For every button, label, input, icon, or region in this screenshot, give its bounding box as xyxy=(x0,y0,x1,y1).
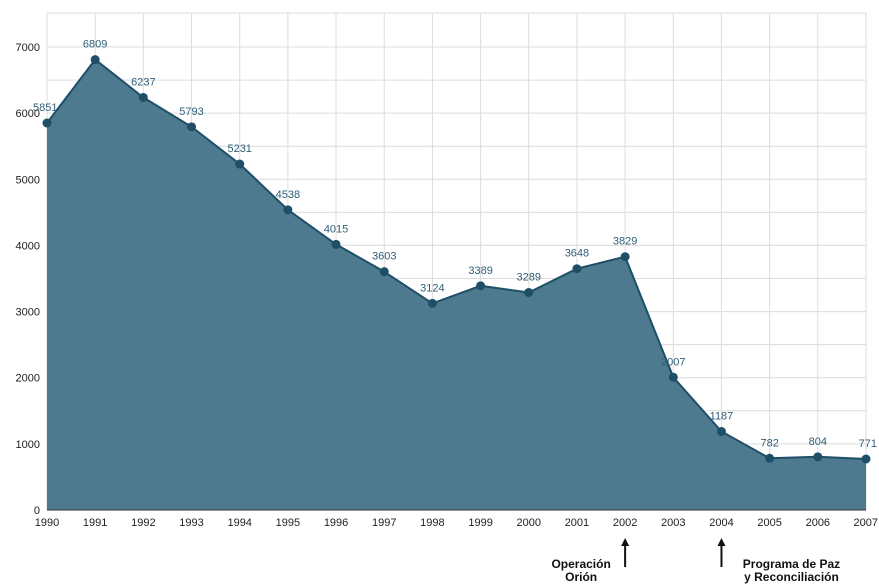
x-tick-label: 2002 xyxy=(613,517,637,529)
data-label: 4538 xyxy=(276,189,300,201)
annotation-arrowhead xyxy=(717,538,726,546)
data-point xyxy=(331,239,341,249)
data-label: 5851 xyxy=(33,102,57,114)
data-label: 804 xyxy=(809,436,827,448)
annotation-text: y Reconciliación xyxy=(744,570,839,584)
x-tick-label: 1993 xyxy=(179,517,203,529)
annotation-text: Programa de Paz xyxy=(743,557,840,571)
x-tick-label: 1992 xyxy=(131,517,155,529)
data-point xyxy=(861,454,871,464)
y-tick-label: 3000 xyxy=(16,307,40,319)
data-label: 1187 xyxy=(710,410,734,422)
data-label: 782 xyxy=(760,437,778,449)
area-fill xyxy=(47,59,866,510)
x-tick-label: 1998 xyxy=(420,517,444,529)
data-label: 5793 xyxy=(179,106,203,118)
annotation-text: Operación xyxy=(551,557,610,571)
x-tick-labels: 1990 1991 1992 1993 1994 1995 1996 1997 1998 1999… xyxy=(35,517,878,529)
x-tick-label: 1995 xyxy=(276,517,300,529)
y-tick-label: 4000 xyxy=(16,240,40,252)
y-tick-labels: 0 1000 2000 3000 4000 5000 6000 7000 xyxy=(16,42,40,517)
data-label: 5231 xyxy=(227,143,251,155)
data-point xyxy=(379,267,389,277)
data-label: 3829 xyxy=(613,236,637,248)
data-label: 3124 xyxy=(420,282,444,294)
x-tick-label: 1994 xyxy=(227,517,251,529)
x-tick-label: 2007 xyxy=(854,517,878,529)
x-tick-label: 1996 xyxy=(324,517,348,529)
series-line xyxy=(46,58,867,460)
x-tick-label: 1990 xyxy=(35,517,59,529)
x-tick-label: 2005 xyxy=(757,517,781,529)
x-tick-label: 1991 xyxy=(83,517,107,529)
data-point xyxy=(90,55,100,65)
x-tick-label: 1999 xyxy=(468,517,492,529)
x-tick-label: 2004 xyxy=(709,517,733,529)
annotation-text: Orión xyxy=(565,570,597,584)
data-label: 6237 xyxy=(131,76,155,88)
data-point xyxy=(138,92,148,102)
y-tick-label: 7000 xyxy=(16,42,40,54)
y-tick-label: 1000 xyxy=(16,439,40,451)
data-label: 3603 xyxy=(372,251,396,263)
data-point xyxy=(572,264,582,274)
data-label: 2007 xyxy=(661,356,685,368)
data-label: 4015 xyxy=(324,223,348,235)
data-labels: 5851 6809 6237 5793 5231 4538 4015 3603 3124 3389… xyxy=(33,39,877,450)
data-label: 6809 xyxy=(83,39,107,51)
data-point xyxy=(524,287,534,297)
data-point xyxy=(716,426,726,436)
data-point xyxy=(42,118,52,128)
data-point xyxy=(427,298,437,308)
y-tick-label: 5000 xyxy=(16,174,40,186)
data-point xyxy=(283,205,293,215)
data-points xyxy=(42,55,871,464)
x-tick-label: 2001 xyxy=(565,517,589,529)
data-point xyxy=(476,281,486,291)
data-point xyxy=(765,453,775,463)
data-label: 3289 xyxy=(517,271,541,283)
data-point xyxy=(620,252,630,262)
annotation-arrowhead xyxy=(621,538,630,546)
y-tick-label: 2000 xyxy=(16,373,40,385)
data-label: 3648 xyxy=(565,248,589,260)
data-point xyxy=(187,122,197,132)
y-tick-label: 0 xyxy=(34,505,40,517)
x-tick-label: 2003 xyxy=(661,517,685,529)
data-point xyxy=(668,372,678,382)
data-point xyxy=(813,452,823,462)
x-tick-label: 2006 xyxy=(806,517,830,529)
data-point xyxy=(235,159,245,169)
data-label: 771 xyxy=(859,438,877,450)
data-label: 3389 xyxy=(468,265,492,277)
y-tick-label: 6000 xyxy=(16,108,40,120)
x-tick-label: 1997 xyxy=(372,517,396,529)
x-tick-label: 2000 xyxy=(517,517,541,529)
